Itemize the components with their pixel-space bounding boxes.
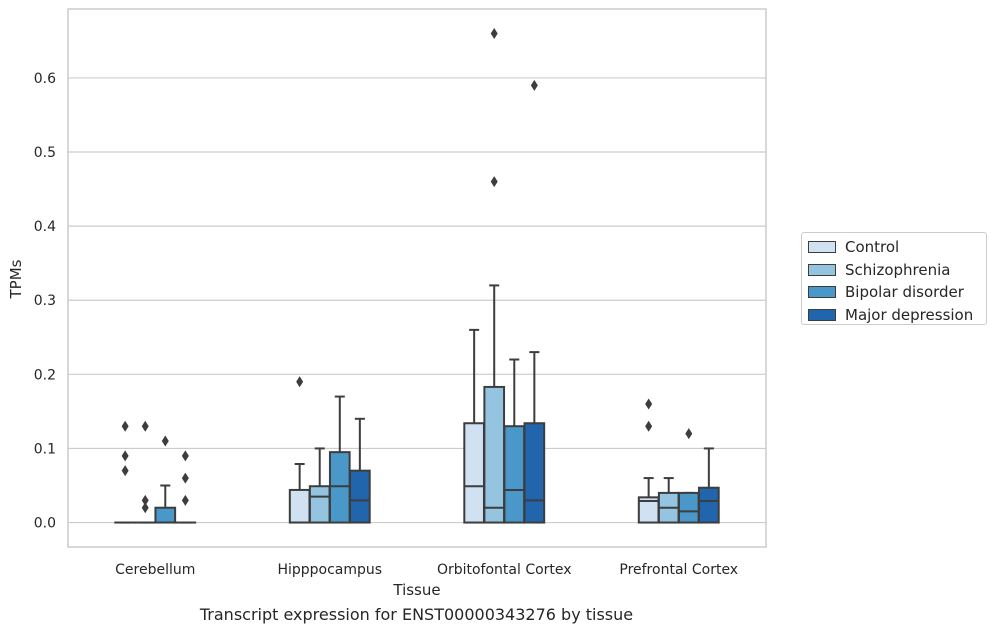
box-iqr xyxy=(154,506,177,524)
box-major-depression xyxy=(523,79,546,524)
x-tick-label: Hipppocampus xyxy=(277,562,382,578)
outlier-point xyxy=(645,398,653,410)
legend-item: Control xyxy=(808,236,980,259)
y-tick-label: 0.0 xyxy=(34,516,56,532)
box-major-depression xyxy=(698,447,720,524)
box-layer xyxy=(114,27,720,524)
x-axis-label: Tissue xyxy=(392,581,440,599)
legend-swatch xyxy=(808,241,836,254)
outlier-point xyxy=(121,420,129,432)
box-control xyxy=(288,376,311,524)
outlier-point xyxy=(181,450,189,462)
legend-label: Bipolar disorder xyxy=(845,283,964,302)
y-axis-label: TPMs xyxy=(7,259,25,299)
box-control xyxy=(463,328,485,524)
box-iqr xyxy=(503,425,526,524)
box-bipolar-disorder xyxy=(328,395,351,524)
outlier-point xyxy=(530,79,538,91)
box-schizophrenia xyxy=(657,477,680,524)
chart-caption: Transcript expression for ENST0000034327… xyxy=(199,605,634,624)
outlier-point xyxy=(121,465,129,477)
y-tick-labels: 0.0 0.1 0.2 0.3 0.4 0.5 0.6 xyxy=(34,71,56,532)
box-iqr xyxy=(349,469,371,524)
y-tick-label: 0.5 xyxy=(34,145,56,161)
box-iqr xyxy=(677,491,700,524)
box-schizophrenia xyxy=(134,420,157,524)
legend-item: Bipolar disorder xyxy=(808,281,980,304)
x-tick-label: Prefrontal Cortex xyxy=(619,562,738,578)
chart-legend: Control Schizophrenia Bipolar disorder Majo… xyxy=(801,232,987,325)
box-iqr xyxy=(288,488,311,524)
box-iqr xyxy=(463,422,485,524)
outlier-point xyxy=(181,472,189,484)
plot-frame xyxy=(67,8,767,548)
y-tick-label: 0.2 xyxy=(34,367,56,383)
legend-item: Schizophrenia xyxy=(808,259,980,282)
box-iqr xyxy=(523,422,546,524)
outlier-point xyxy=(645,420,653,432)
box-iqr xyxy=(308,485,331,524)
box-iqr xyxy=(483,385,506,524)
box-iqr xyxy=(328,451,351,524)
box-major-depression xyxy=(174,450,197,524)
legend-label: Major depression xyxy=(845,305,974,324)
box-major-depression xyxy=(349,417,371,524)
legend-swatch xyxy=(808,308,836,321)
outlier-point xyxy=(121,450,129,462)
y-tick-label: 0.6 xyxy=(34,71,56,87)
legend-label: Control xyxy=(845,238,900,257)
box-schizophrenia xyxy=(308,447,331,524)
box-control xyxy=(637,398,660,524)
outlier-point xyxy=(141,502,149,514)
legend-swatch xyxy=(808,263,836,276)
x-tick-labels: Cerebellum Hipppocampus Orbitofontal Corte… xyxy=(115,562,738,578)
outlier-point xyxy=(141,420,149,432)
outlier-point xyxy=(296,376,304,388)
box-schizophrenia xyxy=(483,27,506,524)
outlier-point xyxy=(490,176,498,188)
legend-swatch xyxy=(808,286,836,299)
y-tick-label: 0.3 xyxy=(34,293,56,309)
outlier-point xyxy=(141,494,149,506)
outlier-point xyxy=(490,27,498,39)
outlier-point xyxy=(181,494,189,506)
outlier-point xyxy=(685,428,693,440)
y-tick-label: 0.4 xyxy=(34,219,56,235)
box-iqr xyxy=(698,486,720,524)
outlier-point xyxy=(161,435,169,447)
y-tick-label: 0.1 xyxy=(34,441,56,457)
x-tick-label: Cerebellum xyxy=(115,562,195,578)
box-bipolar-disorder xyxy=(503,358,526,524)
box-bipolar-disorder xyxy=(154,435,177,524)
box-control xyxy=(114,420,136,524)
legend-item: Major depression xyxy=(808,304,980,327)
box-bipolar-disorder xyxy=(677,428,700,524)
x-tick-label: Orbitofontal Cortex xyxy=(437,562,572,578)
legend-label: Schizophrenia xyxy=(845,260,951,279)
gridlines xyxy=(68,77,766,524)
